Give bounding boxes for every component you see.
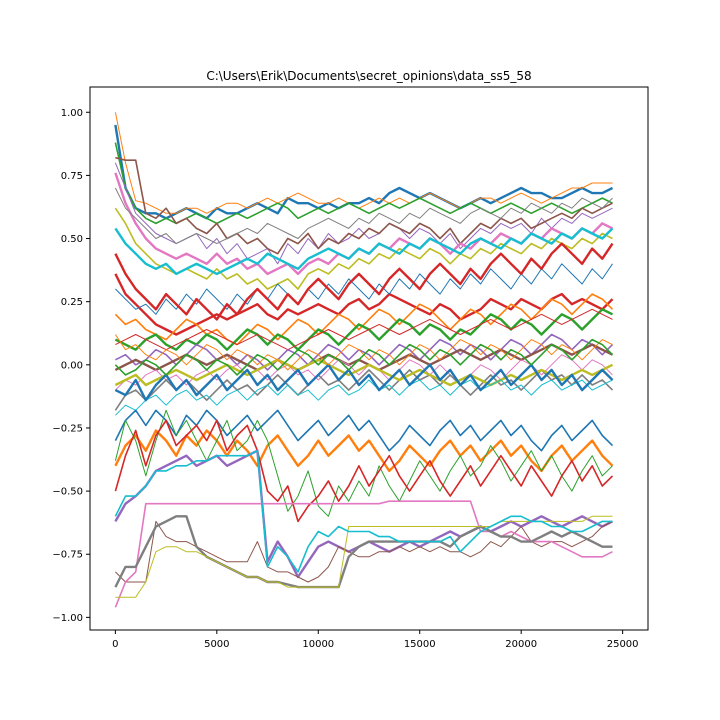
series-line — [114, 419, 614, 523]
x-tick-label: 10000 — [302, 639, 334, 650]
y-axis: −1.00 −0.75 −0.50 −0.25 0.00 0.25 0.50 0.75 1.00 — [52, 108, 90, 624]
series-line — [115, 156, 613, 255]
y-tick-label: 1.00 — [61, 108, 83, 119]
series-line — [114, 409, 614, 452]
x-axis: 0 5000 10000 15000 20000 25000 — [112, 630, 639, 650]
series-line — [114, 308, 614, 351]
series-line — [114, 142, 613, 225]
y-tick-label: 0.00 — [61, 360, 83, 371]
series-line — [114, 338, 614, 376]
series-line — [114, 363, 614, 402]
y-tick-label: −0.75 — [52, 550, 83, 561]
y-tick-label: −0.50 — [52, 487, 83, 498]
y-tick-label: 0.75 — [61, 171, 83, 182]
y-tick-label: −0.25 — [52, 423, 83, 434]
series-line — [114, 358, 614, 387]
series-line — [114, 409, 613, 517]
y-tick-label: −1.00 — [52, 613, 83, 624]
plot-frame — [89, 86, 649, 631]
x-tick-label: 20000 — [505, 639, 537, 650]
x-tick-label: 25000 — [607, 639, 639, 650]
series-line — [115, 333, 614, 371]
series-line — [114, 112, 613, 214]
series-line — [114, 187, 613, 245]
series-layer — [114, 112, 614, 608]
series-line — [114, 207, 613, 290]
series-line — [114, 273, 614, 336]
series-line — [114, 515, 613, 589]
chart-title: C:\Users\Erik\Documents\secret_opinions\… — [206, 69, 531, 83]
series-line — [114, 293, 614, 346]
series-line — [114, 242, 614, 321]
x-tick-label: 15000 — [404, 639, 436, 650]
y-tick-label: 0.25 — [61, 297, 83, 308]
x-tick-label: 0 — [112, 639, 118, 650]
series-line — [115, 308, 613, 351]
y-tick-label: 0.50 — [61, 234, 83, 245]
series-line — [114, 227, 614, 276]
series-line — [115, 379, 613, 416]
series-line — [114, 449, 613, 573]
x-tick-label: 5000 — [204, 639, 229, 650]
